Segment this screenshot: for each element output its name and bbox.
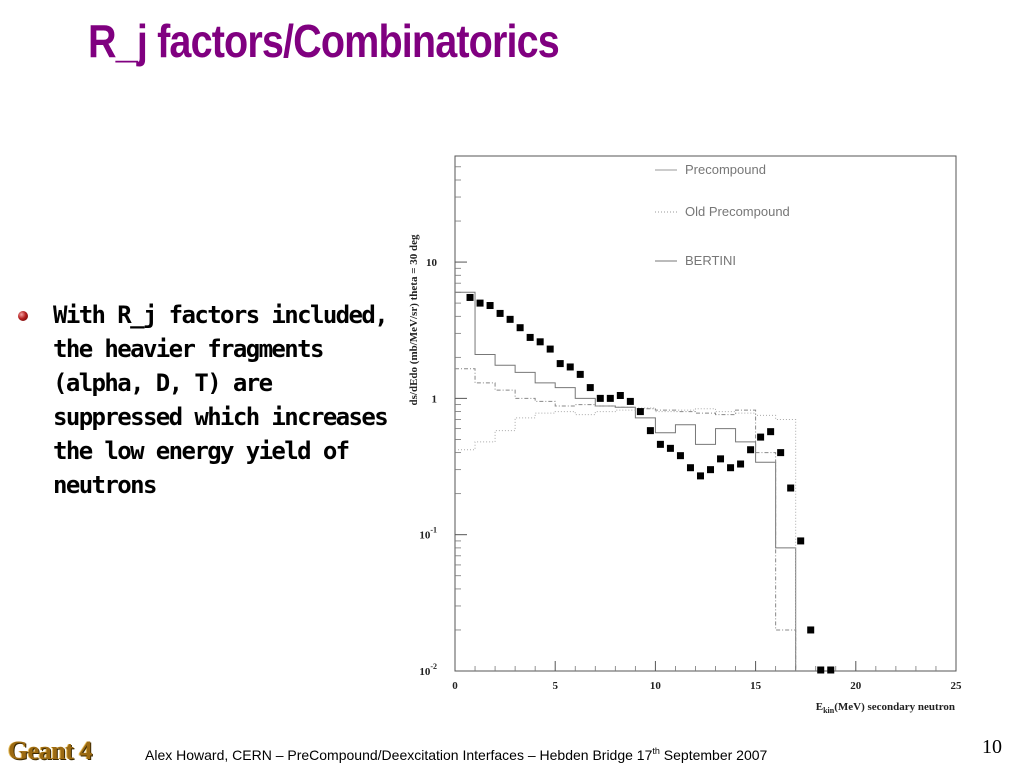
footer-text: Alex Howard, CERN – PreCompound/Deexcita… [145,746,767,763]
geant4-logo: Geant 4 [8,736,92,765]
data-point [476,299,484,307]
bullet-text: With R_j factors included, the heavier f… [53,301,389,499]
data-point [576,370,584,378]
data-point [606,394,614,402]
data-point [596,394,604,402]
y-tick-exp: -2 [430,662,437,671]
data-point [526,333,534,341]
footer-text-post: September 2007 [659,747,768,763]
data-point [707,466,715,474]
y-tick-base: 10 [426,257,438,269]
data-point [566,363,574,371]
data-point [646,427,654,435]
x-tick-label: 15 [750,680,762,692]
y-axis-label: ds/dEdo (mb/MeV/sr) theta = 30 deg [408,234,420,405]
page-number: 10 [982,736,1002,758]
data-point [656,440,664,448]
data-point [737,460,745,468]
data-point [757,433,765,441]
data-point [817,666,825,674]
x-axis-label: Ekin(MeV) secondary neutron [816,701,955,715]
data-point [636,408,644,416]
data-point [496,309,504,317]
data-point [546,345,554,353]
x-tick-label: 10 [650,680,662,692]
data-point [516,324,524,332]
series-old-precompound [455,407,797,671]
x-axis-label-sub: kin [823,706,835,715]
footer-text-sup: th [652,746,660,756]
legend-label-old-precompound: Old Precompound [685,204,790,219]
y-tick-base: 1 [432,393,438,405]
x-tick-label: 5 [552,680,558,692]
data-point [686,464,694,472]
data-point [616,391,624,399]
data-point [717,455,725,463]
data-point [676,452,684,460]
data-point [827,666,835,674]
x-axis-label-rest: (MeV) secondary neutron [834,701,955,713]
data-point [696,472,704,480]
footer-text-pre: Alex Howard, CERN – PreCompound/Deexcita… [145,747,653,763]
data-point [666,444,674,452]
bullet-icon [18,311,28,321]
data-point [807,626,815,634]
y-tick-label: 10 [426,257,438,269]
legend-label-precompound: Precompound [685,162,766,177]
data-point [466,293,474,301]
data-point [787,484,795,492]
x-tick-label: 0 [452,680,458,692]
slide-title: R_j factors/Combinatorics [88,15,560,67]
data-point [486,302,494,310]
legend-label-bertini: BERTINI [685,253,736,268]
data-point [727,464,735,472]
y-tick-label: 1 [432,393,438,405]
data-point [767,428,775,436]
y-tick-label: 10-2 [419,662,437,678]
plot-frame [454,155,957,672]
x-axis-label-e: E [816,701,823,713]
series-bertini [455,368,797,671]
y-tick-base: 10 [419,666,431,678]
data-point [747,446,755,454]
data-point [506,315,514,323]
x-tick-label: 25 [951,680,963,692]
y-tick-base: 10 [419,530,431,542]
data-point [556,360,564,368]
data-point [586,384,594,392]
y-tick-exp: -1 [430,526,437,535]
y-tick-label: 10-1 [419,526,437,542]
x-tick-label: 20 [850,680,862,692]
data-point [536,338,544,346]
data-point [797,537,805,545]
data-point [777,449,785,457]
series-precompound [455,291,797,671]
data-point [626,397,634,405]
